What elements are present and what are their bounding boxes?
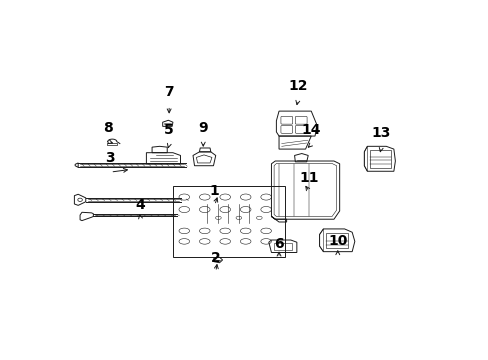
Polygon shape — [196, 155, 211, 163]
Text: 2: 2 — [210, 251, 220, 265]
Text: 5: 5 — [164, 123, 174, 138]
Text: 9: 9 — [198, 121, 207, 135]
Bar — [369, 150, 390, 168]
Text: 14: 14 — [301, 123, 320, 138]
Text: 13: 13 — [371, 126, 390, 140]
Bar — [326, 233, 347, 248]
Bar — [173, 186, 284, 257]
Text: 7: 7 — [164, 85, 174, 99]
Text: 3: 3 — [105, 151, 115, 165]
Text: 6: 6 — [274, 237, 283, 251]
Text: 8: 8 — [103, 121, 113, 135]
Bar — [107, 143, 117, 145]
Text: 1: 1 — [209, 184, 219, 198]
Bar — [274, 243, 292, 250]
Text: 12: 12 — [287, 79, 307, 93]
Text: 10: 10 — [327, 234, 347, 248]
Text: 11: 11 — [299, 171, 319, 185]
Text: 4: 4 — [136, 198, 145, 212]
